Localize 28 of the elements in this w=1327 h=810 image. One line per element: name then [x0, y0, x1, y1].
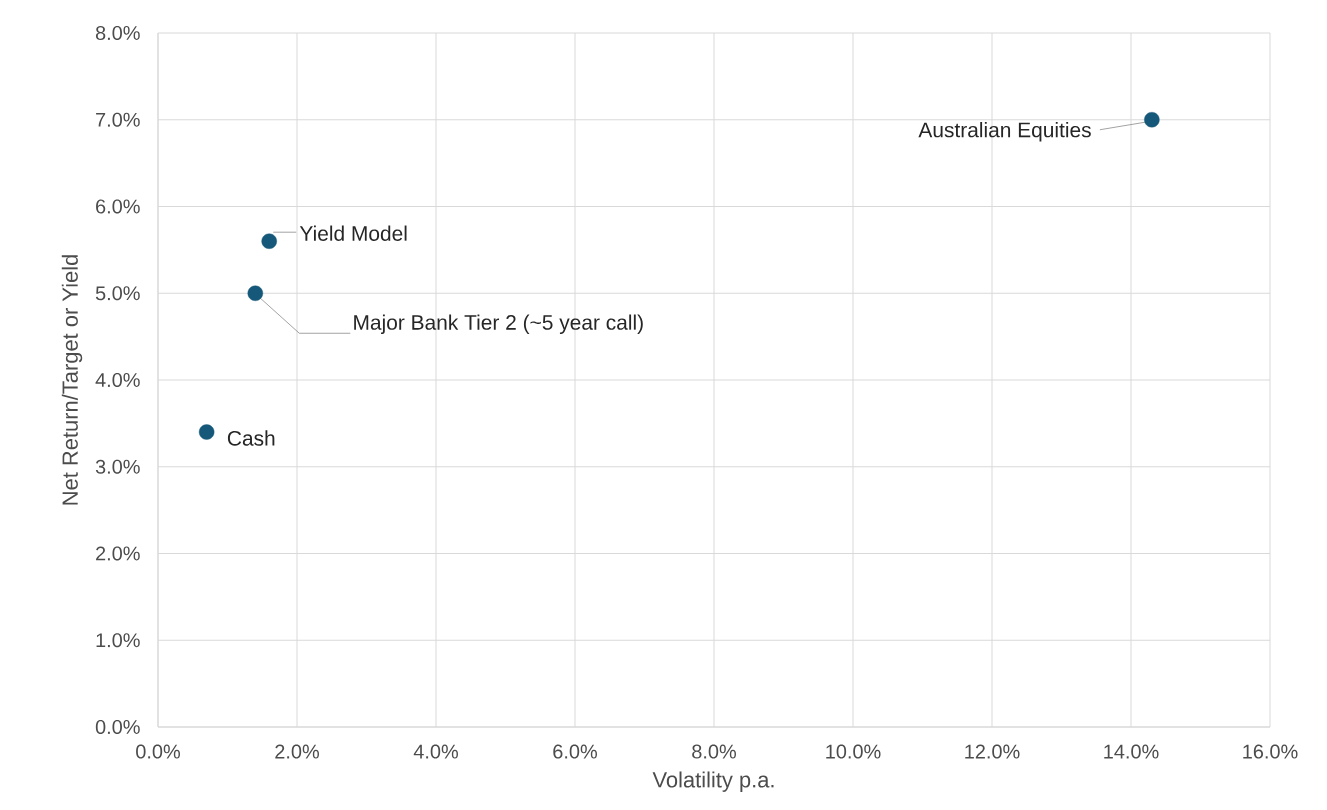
point [247, 285, 263, 301]
x-tick-label: 2.0% [275, 744, 319, 759]
annotation: Cash [227, 430, 275, 446]
y-tick-label: 1.0% [96, 633, 140, 648]
x-tick-label: 4.0% [413, 744, 458, 759]
y-tick-label: 5.0% [95, 286, 140, 301]
point [261, 233, 277, 249]
y-tick-label: 2.0% [96, 546, 140, 561]
y-tick-label: 0.0% [95, 719, 140, 735]
x-tick-label: 8.0% [692, 744, 736, 759]
point [198, 424, 215, 440]
annotation: Australian Equities [918, 122, 1091, 142]
annotation: Major Bank Tier 2 (~5 year call) [354, 314, 643, 334]
y-tick-label: 7.0% [96, 112, 140, 127]
x-tick-label: 12.0% [965, 744, 1020, 759]
y-tick-label: 6.0% [96, 199, 140, 214]
y-tick-label: 8.0% [95, 25, 140, 41]
x-tick-label: 10.0% [826, 744, 881, 759]
point [1144, 112, 1160, 128]
y-tick-label: 4.0% [95, 372, 140, 388]
annotation: Yield Model [299, 225, 407, 241]
y-axis-title: Net Return/Target or Yield [61, 255, 83, 505]
y-tick-label: 3.0% [95, 459, 140, 474]
x-tick-label: 6.0% [553, 744, 597, 759]
x-tick-label: 14.0% [1104, 744, 1159, 759]
x-tick-label: 0.0% [136, 744, 180, 759]
x-axis-title: Volatility p.a. [652, 771, 774, 792]
x-tick-label: 16.0% [1243, 744, 1298, 759]
